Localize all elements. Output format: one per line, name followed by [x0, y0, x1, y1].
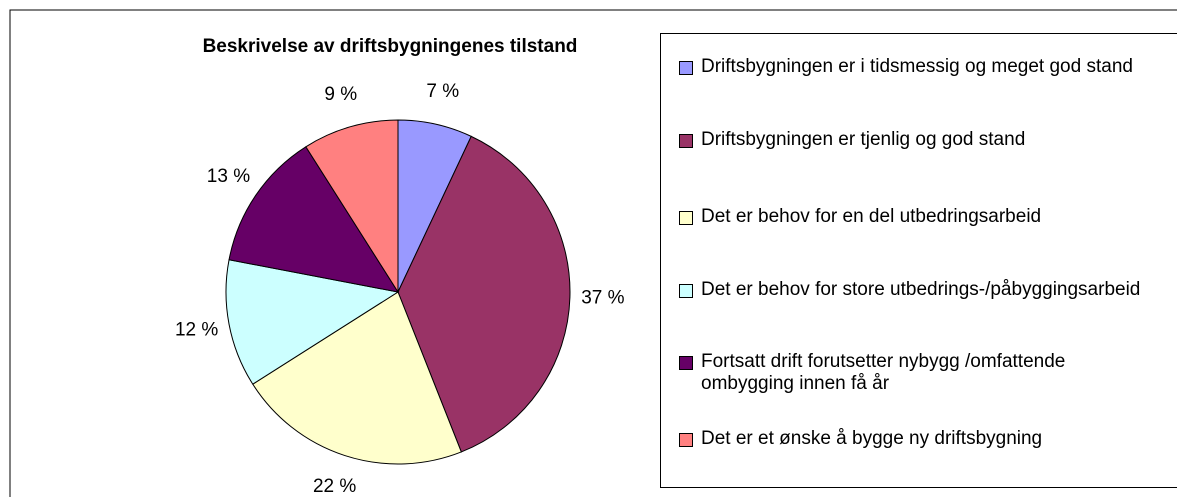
legend-item: Driftsbygningen er tjenlig og god stand [679, 129, 1159, 151]
legend-label: Fortsatt drift forutsetter nybygg /omfat… [701, 351, 1066, 394]
legend-item: Fortsatt drift forutsetter nybygg /omfat… [679, 351, 1159, 395]
data-label: 9 % [324, 84, 357, 105]
legend-label: Driftsbygningen er i tidsmessig og meget… [701, 56, 1133, 77]
legend-swatch [679, 134, 693, 148]
legend-swatch [679, 284, 693, 298]
data-label: 37 % [581, 287, 624, 308]
legend-label: Driftsbygningen er tjenlig og god stand [701, 129, 1026, 150]
legend-item: Det er behov for store utbedrings-/påbyg… [679, 279, 1159, 301]
data-label: 22 % [313, 476, 356, 497]
legend-item: Det er et ønske å bygge ny driftsbygning [679, 428, 1159, 450]
legend-label: Det er behov for store utbedrings-/påbyg… [701, 279, 1141, 300]
data-label: 7 % [426, 81, 459, 102]
legend-item: Driftsbygningen er i tidsmessig og meget… [679, 56, 1159, 78]
data-label: 12 % [175, 319, 218, 340]
pie-slice [225, 259, 400, 385]
legend-swatch [679, 433, 693, 447]
chart-title: Beskrivelse av driftsbygningenes tilstan… [203, 36, 578, 57]
data-label: 13 % [207, 166, 250, 187]
legend-swatch [679, 211, 693, 225]
pie-slice [397, 135, 571, 453]
legend: Driftsbygningen er i tidsmessig og meget… [660, 33, 1177, 488]
legend-label: Det er et ønske å bygge ny driftsbygning [701, 428, 1043, 449]
pie-slice [252, 291, 462, 465]
legend-item: Det er behov for en del utbedringsarbeid [679, 206, 1159, 228]
legend-label: Det er behov for en del utbedringsarbeid [701, 206, 1042, 227]
legend-swatch [679, 61, 693, 75]
pie-slice [305, 119, 399, 294]
chart-border [9, 9, 1177, 497]
legend-swatch [679, 356, 693, 370]
pie-slice [228, 146, 400, 293]
